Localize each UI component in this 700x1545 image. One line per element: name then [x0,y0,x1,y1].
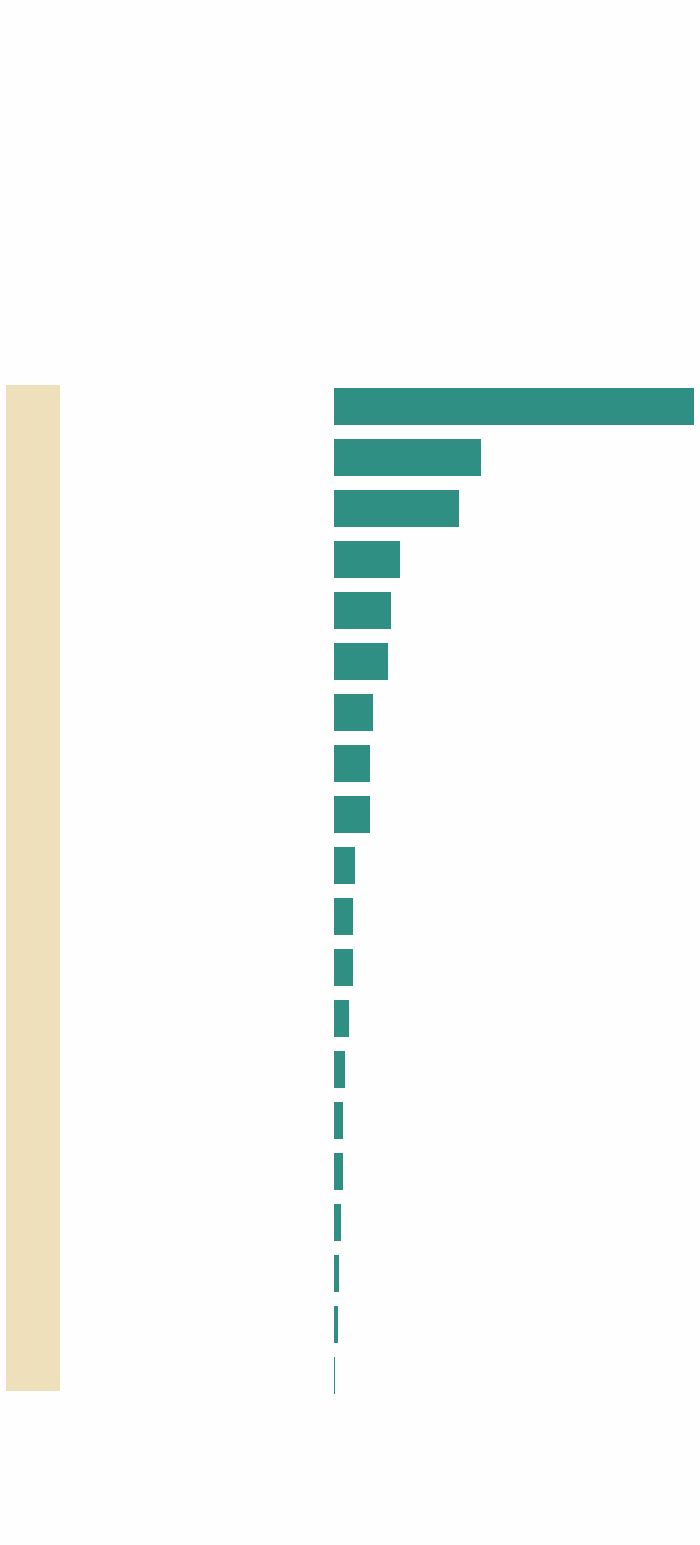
bar [334,388,694,425]
bar [334,490,459,527]
bar [334,1051,345,1088]
bar [334,898,353,935]
bar [334,1306,338,1343]
bar [334,439,481,476]
bar [334,592,391,629]
bar [334,1357,335,1394]
bar [334,1102,343,1139]
bar [334,1204,341,1241]
bar [334,796,370,833]
side-band [6,385,60,1391]
bar [334,1255,339,1292]
bar [334,1153,343,1190]
bar [334,745,370,782]
bar [334,1000,349,1037]
bar [334,949,353,986]
bar [334,541,400,578]
bar [334,694,373,731]
bar [334,643,388,680]
bar [334,847,355,884]
